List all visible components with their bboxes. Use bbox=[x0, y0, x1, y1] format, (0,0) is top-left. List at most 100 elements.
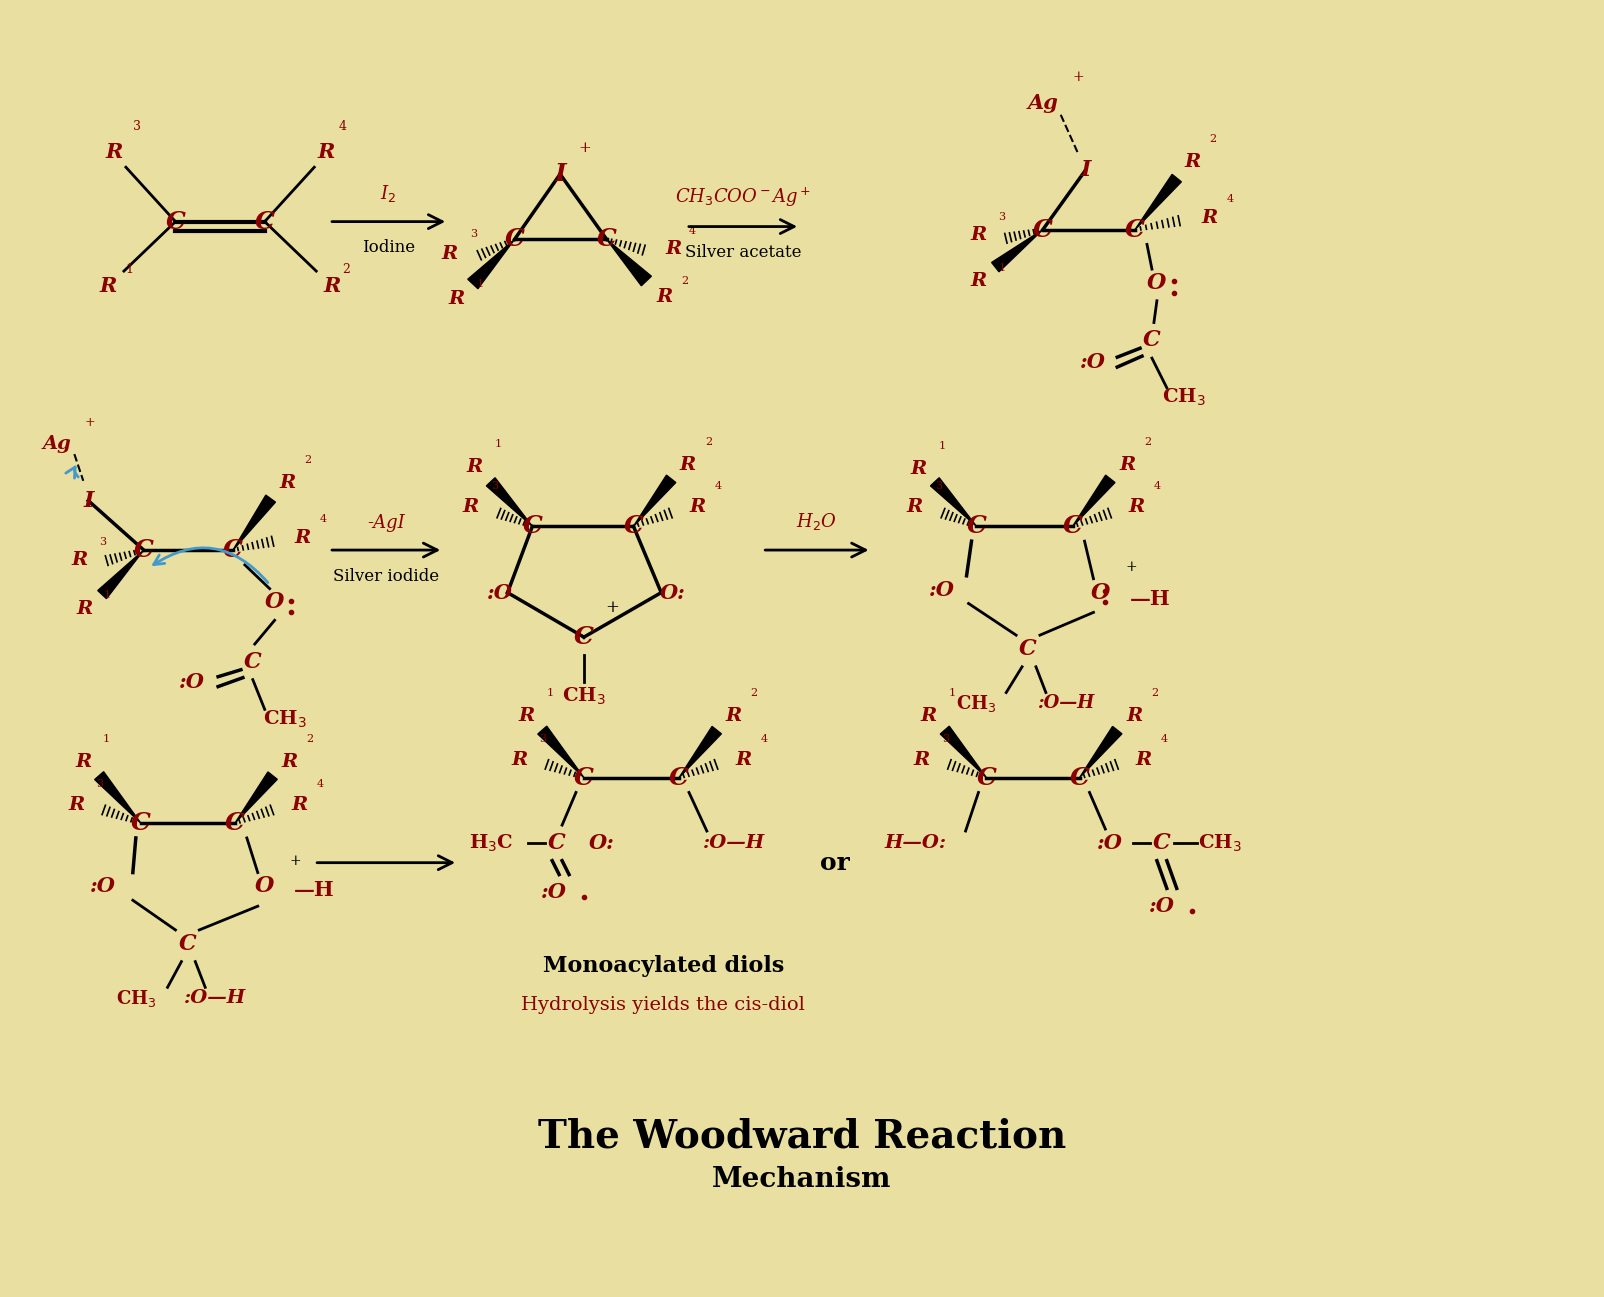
Text: H—O:: H—O: bbox=[885, 834, 946, 852]
Text: 3: 3 bbox=[935, 481, 942, 490]
Text: 2: 2 bbox=[1144, 437, 1152, 447]
Text: O: O bbox=[1091, 581, 1110, 603]
Polygon shape bbox=[233, 495, 276, 550]
Text: Monoacylated diols: Monoacylated diols bbox=[542, 955, 784, 977]
Text: O:: O: bbox=[661, 582, 687, 603]
Text: R: R bbox=[1201, 209, 1217, 227]
Text: C: C bbox=[133, 538, 154, 562]
Text: :O: :O bbox=[1097, 833, 1123, 853]
Text: C: C bbox=[549, 831, 566, 853]
Text: 3: 3 bbox=[133, 119, 141, 132]
Text: R: R bbox=[906, 498, 924, 515]
Text: -AgI: -AgI bbox=[367, 514, 404, 532]
Text: +: + bbox=[1124, 560, 1137, 573]
Text: Ag: Ag bbox=[1028, 93, 1059, 113]
Text: R: R bbox=[75, 752, 91, 770]
Text: CH$_3$COO$^-$Ag$^+$: CH$_3$COO$^-$Ag$^+$ bbox=[675, 185, 812, 209]
Text: 2: 2 bbox=[342, 263, 350, 276]
Text: R: R bbox=[735, 751, 752, 769]
Text: R: R bbox=[512, 751, 528, 769]
Text: C: C bbox=[574, 625, 593, 648]
Text: :O: :O bbox=[486, 582, 513, 603]
Text: 4: 4 bbox=[760, 734, 767, 744]
Polygon shape bbox=[634, 475, 675, 527]
Polygon shape bbox=[1073, 475, 1115, 527]
Text: O: O bbox=[265, 591, 284, 613]
Polygon shape bbox=[1079, 726, 1121, 778]
Text: R: R bbox=[921, 707, 937, 725]
Polygon shape bbox=[606, 240, 651, 285]
Text: R: R bbox=[970, 227, 986, 244]
Text: C: C bbox=[1144, 329, 1161, 351]
Text: I: I bbox=[555, 162, 566, 187]
Text: +: + bbox=[289, 853, 302, 868]
Text: 3: 3 bbox=[96, 779, 103, 790]
Text: 3: 3 bbox=[491, 481, 497, 490]
Text: C: C bbox=[1153, 831, 1171, 853]
Text: :O—H: :O—H bbox=[703, 834, 765, 852]
Text: Ag: Ag bbox=[42, 436, 71, 453]
Text: R: R bbox=[656, 288, 672, 306]
Text: R: R bbox=[75, 601, 93, 619]
Polygon shape bbox=[1136, 174, 1182, 230]
Text: 3: 3 bbox=[99, 537, 106, 547]
Text: :O: :O bbox=[929, 580, 954, 599]
Text: 3: 3 bbox=[470, 230, 476, 240]
Text: C: C bbox=[523, 515, 542, 538]
Text: H$_2$O: H$_2$O bbox=[796, 511, 837, 532]
Polygon shape bbox=[537, 726, 584, 778]
Text: I$_2$: I$_2$ bbox=[380, 183, 396, 204]
Text: 2: 2 bbox=[305, 455, 311, 466]
Text: R: R bbox=[324, 276, 340, 296]
Text: C: C bbox=[1063, 515, 1083, 538]
Text: 4: 4 bbox=[316, 779, 324, 790]
Text: C: C bbox=[505, 227, 525, 252]
Text: R: R bbox=[294, 529, 311, 547]
Text: C: C bbox=[1019, 638, 1036, 660]
Text: 3: 3 bbox=[942, 734, 950, 744]
Text: R: R bbox=[911, 460, 927, 477]
Text: Iodine: Iodine bbox=[363, 240, 415, 257]
Text: 3: 3 bbox=[539, 734, 547, 744]
Text: +: + bbox=[85, 416, 95, 429]
Text: Silver acetate: Silver acetate bbox=[685, 244, 802, 262]
Text: R: R bbox=[680, 457, 696, 473]
Text: R: R bbox=[725, 707, 741, 725]
Text: Silver iodide: Silver iodide bbox=[334, 568, 439, 585]
Text: 4: 4 bbox=[319, 515, 326, 524]
Polygon shape bbox=[486, 477, 533, 527]
Text: R: R bbox=[443, 245, 459, 263]
Text: 2: 2 bbox=[306, 734, 313, 744]
Text: C: C bbox=[1124, 218, 1145, 241]
Text: R: R bbox=[1136, 751, 1152, 769]
Text: 3: 3 bbox=[998, 211, 1006, 222]
Text: R: R bbox=[99, 276, 117, 296]
Text: R: R bbox=[1184, 153, 1201, 171]
Text: 2: 2 bbox=[751, 689, 757, 699]
Polygon shape bbox=[468, 240, 515, 289]
Text: 1: 1 bbox=[948, 689, 956, 699]
Text: C: C bbox=[1033, 218, 1052, 241]
Text: I: I bbox=[1081, 160, 1091, 182]
Text: H$_3$C: H$_3$C bbox=[468, 833, 513, 853]
Text: R: R bbox=[1120, 457, 1136, 473]
Polygon shape bbox=[991, 230, 1043, 272]
Text: R: R bbox=[69, 796, 85, 815]
Text: 4: 4 bbox=[1227, 193, 1233, 204]
Polygon shape bbox=[234, 772, 277, 824]
Text: 1: 1 bbox=[476, 279, 484, 289]
Text: :O: :O bbox=[178, 672, 204, 691]
Text: R: R bbox=[690, 498, 706, 515]
Text: C: C bbox=[255, 210, 274, 233]
Text: CH$_3$: CH$_3$ bbox=[1198, 833, 1241, 853]
Text: 2: 2 bbox=[1152, 689, 1158, 699]
Text: R: R bbox=[292, 796, 308, 815]
Polygon shape bbox=[98, 550, 144, 599]
Text: +: + bbox=[1073, 70, 1084, 84]
Text: CH$_3$: CH$_3$ bbox=[956, 693, 996, 713]
Text: +: + bbox=[606, 599, 619, 616]
Text: Mechanism: Mechanism bbox=[712, 1166, 892, 1193]
Text: 2: 2 bbox=[1209, 135, 1216, 144]
Text: C: C bbox=[597, 227, 616, 252]
Text: R: R bbox=[106, 143, 122, 162]
